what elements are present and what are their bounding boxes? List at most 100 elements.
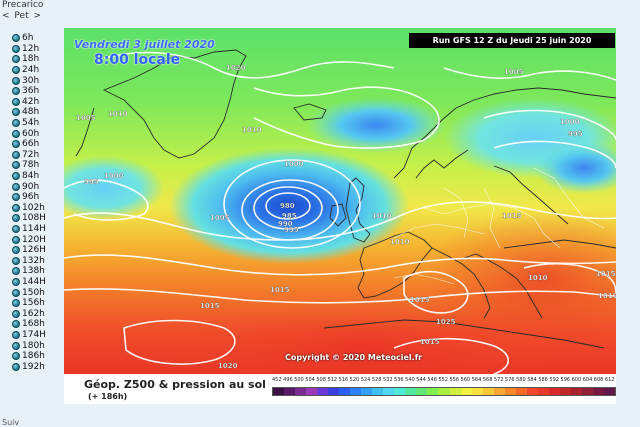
scale-swatch bbox=[526, 388, 538, 395]
forecast-hour-item[interactable]: 90h bbox=[12, 181, 58, 192]
scale-value-label: 560 bbox=[460, 377, 471, 383]
radio-dot-icon[interactable] bbox=[12, 246, 20, 255]
radio-dot-icon[interactable] bbox=[12, 193, 20, 202]
forecast-hour-item[interactable]: 174H bbox=[12, 330, 58, 341]
scale-value-label: 540 bbox=[405, 377, 415, 383]
scale-value-label: 520 bbox=[349, 377, 360, 383]
forecast-hour-item[interactable]: 60h bbox=[12, 128, 58, 139]
radio-dot-icon[interactable] bbox=[12, 55, 20, 64]
forecast-hour-item[interactable]: 108H bbox=[12, 213, 58, 224]
forecast-hour-item[interactable]: 84h bbox=[12, 171, 58, 182]
isobar-label: 995 bbox=[568, 130, 583, 138]
forecast-hour-item[interactable]: 114H bbox=[12, 224, 58, 235]
isobar-label: 1015 bbox=[420, 338, 440, 346]
radio-dot-icon[interactable] bbox=[12, 140, 20, 149]
radio-dot-icon[interactable] bbox=[12, 214, 20, 223]
isobar-label: 985 bbox=[282, 212, 297, 220]
radio-dot-icon[interactable] bbox=[12, 150, 20, 159]
isobar-label: 1015 bbox=[410, 296, 430, 304]
forecast-hour-item[interactable]: 192h bbox=[12, 361, 58, 372]
forecast-hour-item[interactable]: 132h bbox=[12, 255, 58, 266]
forecast-hour-item[interactable]: 138h bbox=[12, 266, 58, 277]
isobar-values: 1020 1005 1010 1010 1000 995 1000 1005 980 985990… bbox=[76, 64, 616, 370]
radio-dot-icon[interactable] bbox=[12, 129, 20, 138]
forecast-hour-label: 150h bbox=[22, 287, 45, 298]
scale-swatch bbox=[548, 388, 560, 395]
isobar-label: 1000 bbox=[104, 172, 124, 180]
isobar-label: 1020 bbox=[218, 362, 238, 370]
forecast-hour-item[interactable]: 120H bbox=[12, 234, 58, 245]
radio-dot-icon[interactable] bbox=[12, 330, 20, 339]
next-run-button[interactable]: > bbox=[33, 11, 42, 21]
radio-dot-icon[interactable] bbox=[12, 299, 20, 308]
radio-dot-icon[interactable] bbox=[12, 309, 20, 318]
forecast-hour-item[interactable]: 6h bbox=[12, 33, 58, 44]
radio-dot-icon[interactable] bbox=[12, 203, 20, 212]
radio-dot-icon[interactable] bbox=[12, 97, 20, 106]
radio-dot-icon[interactable] bbox=[12, 288, 20, 297]
forecast-hour-item[interactable]: 180h bbox=[12, 340, 58, 351]
scale-swatch bbox=[559, 388, 571, 395]
forecast-hour-item[interactable]: 162h bbox=[12, 308, 58, 319]
sidebar: Precarico < Pet > 6h 12h 18h 24h 30h 36h 42h 48… bbox=[0, 0, 58, 427]
radio-dot-icon[interactable] bbox=[12, 108, 20, 117]
scale-value-label: 524 bbox=[360, 377, 371, 383]
radio-dot-icon[interactable] bbox=[12, 34, 20, 43]
forecast-hour-item[interactable]: 78h bbox=[12, 160, 58, 171]
forecast-hour-item[interactable]: 102h bbox=[12, 203, 58, 214]
radio-dot-icon[interactable] bbox=[12, 44, 20, 53]
forecast-hour-item[interactable]: 24h bbox=[12, 65, 58, 76]
forecast-hour-item[interactable]: 66h bbox=[12, 139, 58, 150]
forecast-hour-item[interactable]: 72h bbox=[12, 150, 58, 161]
radio-dot-icon[interactable] bbox=[12, 362, 20, 371]
forecast-hour-label: 192h bbox=[22, 361, 45, 372]
radio-dot-icon[interactable] bbox=[12, 352, 20, 361]
radio-dot-icon[interactable] bbox=[12, 267, 20, 276]
forecast-hour-item[interactable]: 30h bbox=[12, 75, 58, 86]
forecast-hour-item[interactable]: 150h bbox=[12, 287, 58, 298]
radio-dot-icon[interactable] bbox=[12, 172, 20, 181]
radio-dot-icon[interactable] bbox=[12, 256, 20, 265]
forecast-hour-item[interactable]: 156h bbox=[12, 298, 58, 309]
radio-dot-icon[interactable] bbox=[12, 119, 20, 128]
scale-swatch bbox=[273, 388, 285, 395]
forecast-hour-item[interactable]: 18h bbox=[12, 54, 58, 65]
isobar-label: 1015 bbox=[502, 212, 522, 220]
forecast-hour-item[interactable]: 126H bbox=[12, 245, 58, 256]
scale-value-label: 504 bbox=[305, 377, 315, 383]
forecast-hour-label: 108H bbox=[22, 213, 46, 224]
forecast-hour-item[interactable]: 36h bbox=[12, 86, 58, 97]
legend-subtitle: (+ 186h) bbox=[88, 392, 128, 401]
radio-dot-icon[interactable] bbox=[12, 235, 20, 244]
forecast-hour-item[interactable]: 144H bbox=[12, 277, 58, 288]
radio-dot-icon[interactable] bbox=[12, 76, 20, 85]
radio-dot-icon[interactable] bbox=[12, 224, 20, 233]
low-pressure-north-sea bbox=[306, 97, 446, 153]
forecast-hour-item[interactable]: 42h bbox=[12, 97, 58, 108]
forecast-hour-item[interactable]: 96h bbox=[12, 192, 58, 203]
prev-run-button[interactable]: < bbox=[2, 11, 10, 21]
radio-dot-icon[interactable] bbox=[12, 87, 20, 96]
next-link[interactable]: Suiv bbox=[2, 418, 20, 427]
forecast-hour-item[interactable]: 168h bbox=[12, 319, 58, 330]
radio-dot-icon[interactable] bbox=[12, 277, 20, 286]
forecast-hour-label: 54h bbox=[22, 118, 40, 129]
scale-swatch bbox=[328, 388, 340, 395]
color-scale-bar bbox=[272, 387, 616, 396]
run-label[interactable]: Pet bbox=[14, 11, 29, 21]
radio-dot-icon[interactable] bbox=[12, 341, 20, 350]
forecast-hour-item[interactable]: 186h bbox=[12, 351, 58, 362]
scale-swatch bbox=[306, 388, 318, 395]
legend-title: Géop. Z500 & pression au sol bbox=[84, 378, 266, 391]
forecast-hour-item[interactable]: 12h bbox=[12, 44, 58, 55]
radio-dot-icon[interactable] bbox=[12, 320, 20, 329]
forecast-hour-item[interactable]: 48h bbox=[12, 107, 58, 118]
scale-swatch bbox=[482, 388, 494, 395]
radio-dot-icon[interactable] bbox=[12, 182, 20, 191]
scale-swatch bbox=[361, 388, 373, 395]
forecast-hour-item[interactable]: 54h bbox=[12, 118, 58, 129]
scale-swatch bbox=[317, 388, 329, 395]
radio-dot-icon[interactable] bbox=[12, 161, 20, 170]
scale-swatch bbox=[416, 388, 428, 395]
radio-dot-icon[interactable] bbox=[12, 66, 20, 75]
